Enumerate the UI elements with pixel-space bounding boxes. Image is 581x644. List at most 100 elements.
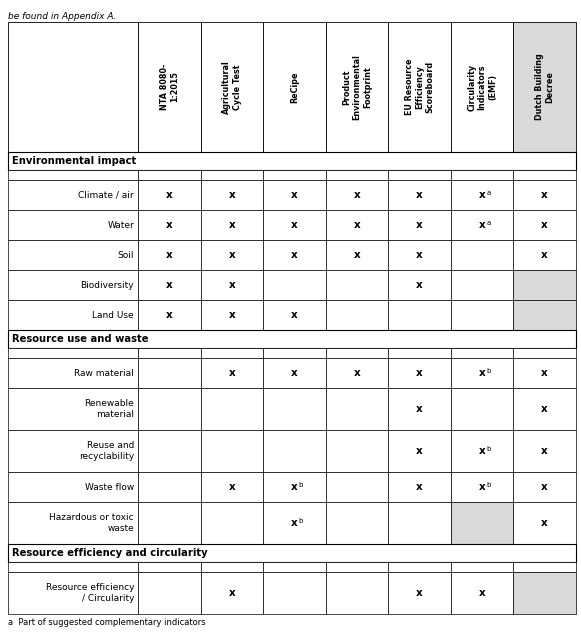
Text: x: x — [541, 482, 548, 492]
Text: x: x — [416, 250, 423, 260]
Bar — [138, 240, 200, 270]
Text: x: x — [541, 446, 548, 456]
Bar — [514, 502, 576, 544]
Bar — [451, 502, 514, 544]
Bar — [451, 170, 514, 180]
Text: Renewable
material: Renewable material — [84, 399, 134, 419]
Text: Resource use and waste: Resource use and waste — [12, 334, 149, 344]
Bar — [451, 270, 514, 300]
Bar — [388, 270, 451, 300]
Bar — [326, 270, 388, 300]
Bar — [8, 348, 138, 358]
Text: x: x — [479, 446, 486, 456]
Bar — [514, 348, 576, 358]
Bar — [326, 562, 388, 572]
Bar — [138, 358, 200, 388]
Text: x: x — [541, 190, 548, 200]
Bar — [8, 502, 138, 544]
Text: Reuse and
recyclability: Reuse and recyclability — [79, 441, 134, 460]
Bar — [138, 300, 200, 330]
Text: x: x — [166, 280, 173, 290]
Bar — [138, 388, 200, 430]
Text: x: x — [479, 588, 486, 598]
Bar — [138, 502, 200, 544]
Text: x: x — [228, 588, 235, 598]
Bar — [200, 430, 263, 472]
Bar — [514, 562, 576, 572]
Bar — [451, 562, 514, 572]
Bar — [8, 170, 138, 180]
Bar — [388, 502, 451, 544]
Bar — [326, 472, 388, 502]
Text: b: b — [486, 368, 490, 374]
Text: x: x — [541, 250, 548, 260]
Bar — [138, 22, 200, 152]
Bar — [326, 502, 388, 544]
Bar — [326, 300, 388, 330]
Text: x: x — [291, 310, 298, 320]
Bar — [514, 270, 576, 300]
Bar — [200, 562, 263, 572]
Text: x: x — [541, 518, 548, 528]
Bar — [263, 240, 326, 270]
Text: Biodiversity: Biodiversity — [80, 281, 134, 290]
Bar — [200, 180, 263, 210]
Bar — [263, 22, 326, 152]
Bar — [138, 170, 200, 180]
Bar — [514, 300, 576, 330]
Text: Land Use: Land Use — [92, 310, 134, 319]
Bar — [200, 358, 263, 388]
Bar — [263, 270, 326, 300]
Bar — [138, 572, 200, 614]
Text: x: x — [228, 310, 235, 320]
Bar — [451, 300, 514, 330]
Bar — [326, 22, 388, 152]
Text: x: x — [291, 220, 298, 230]
Bar — [326, 430, 388, 472]
Bar — [514, 358, 576, 388]
Text: x: x — [291, 368, 298, 378]
Bar — [451, 210, 514, 240]
Text: Environmental impact: Environmental impact — [12, 156, 137, 166]
Bar — [326, 170, 388, 180]
Bar — [138, 180, 200, 210]
Text: a  Part of suggested complementary indicators: a Part of suggested complementary indica… — [8, 618, 206, 627]
Bar — [138, 430, 200, 472]
Bar — [263, 170, 326, 180]
Bar — [451, 472, 514, 502]
Bar — [451, 22, 514, 152]
Bar — [388, 22, 451, 152]
Bar — [263, 388, 326, 430]
Bar — [8, 210, 138, 240]
Bar — [200, 300, 263, 330]
Bar — [451, 430, 514, 472]
Bar — [514, 430, 576, 472]
Bar — [326, 358, 388, 388]
Bar — [8, 180, 138, 210]
Text: x: x — [291, 518, 298, 528]
Bar — [8, 544, 576, 562]
Text: Resource efficiency
/ Circularity: Resource efficiency / Circularity — [45, 583, 134, 603]
Bar — [451, 388, 514, 430]
Text: x: x — [166, 190, 173, 200]
Bar — [388, 170, 451, 180]
Bar — [451, 240, 514, 270]
Bar — [388, 388, 451, 430]
Bar — [8, 22, 138, 152]
Bar — [514, 572, 576, 614]
Text: x: x — [291, 190, 298, 200]
Text: x: x — [228, 250, 235, 260]
Bar — [200, 270, 263, 300]
Text: x: x — [416, 482, 423, 492]
Bar — [514, 22, 576, 152]
Text: a: a — [486, 190, 490, 196]
Bar — [388, 572, 451, 614]
Bar — [451, 348, 514, 358]
Text: x: x — [354, 190, 360, 200]
Text: x: x — [416, 368, 423, 378]
Text: x: x — [166, 310, 173, 320]
Bar — [263, 572, 326, 614]
Bar — [451, 572, 514, 614]
Bar — [451, 180, 514, 210]
Bar — [8, 472, 138, 502]
